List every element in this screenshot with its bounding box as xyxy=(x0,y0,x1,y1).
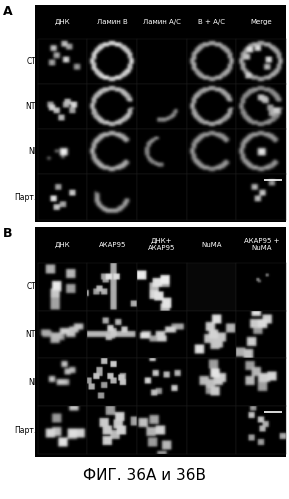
Text: ДНК: ДНК xyxy=(55,242,70,248)
Text: NT: NT xyxy=(26,330,36,339)
Text: ФИГ. 36А и 36В: ФИГ. 36А и 36В xyxy=(83,468,206,483)
Text: Ламин А/С: Ламин А/С xyxy=(143,19,181,25)
Text: Парт.: Парт. xyxy=(14,193,36,202)
Text: B: B xyxy=(3,227,12,240)
Text: АКАР95: АКАР95 xyxy=(99,242,126,248)
Text: NuMA: NuMA xyxy=(201,242,222,248)
Text: Ламин В: Ламин В xyxy=(97,19,127,25)
Text: CT: CT xyxy=(26,57,36,66)
Text: ДНК: ДНК xyxy=(55,19,70,25)
Text: NT: NT xyxy=(26,102,36,111)
Text: АКАР95 +
NuMA: АКАР95 + NuMA xyxy=(244,239,279,251)
Text: NI: NI xyxy=(28,378,36,387)
Text: ДНК+
АКАР95: ДНК+ АКАР95 xyxy=(148,238,175,251)
Text: NI: NI xyxy=(28,147,36,156)
Text: CT: CT xyxy=(26,282,36,291)
Text: Парт.: Парт. xyxy=(14,426,36,435)
Text: Merge: Merge xyxy=(251,19,272,25)
Text: B + А/С: B + А/С xyxy=(198,19,225,25)
Text: A: A xyxy=(3,5,12,18)
